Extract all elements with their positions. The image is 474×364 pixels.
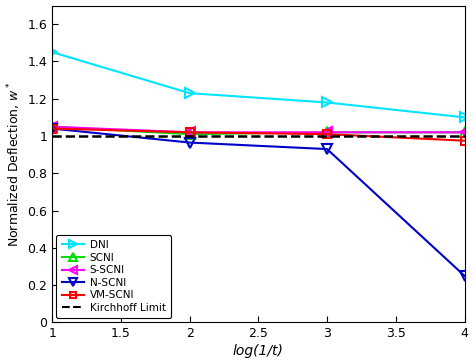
Y-axis label: Normalized Deflection, $w^*$: Normalized Deflection, $w^*$ — [6, 81, 23, 247]
X-axis label: log(1/t): log(1/t) — [233, 344, 284, 359]
Legend: DNI, SCNI, S-SCNI, N-SCNI, VM-SCNI, Kirchhoff Limit: DNI, SCNI, S-SCNI, N-SCNI, VM-SCNI, Kirc… — [56, 235, 171, 318]
